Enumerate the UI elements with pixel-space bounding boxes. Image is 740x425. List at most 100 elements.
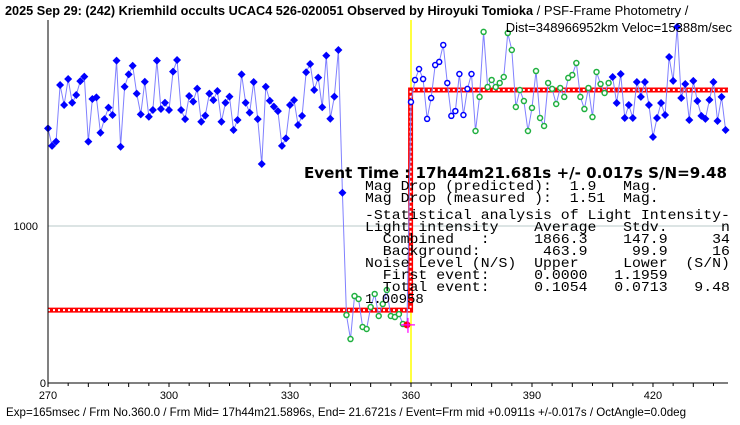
data-point <box>452 107 459 115</box>
data-point <box>334 45 343 54</box>
data-point <box>56 81 65 90</box>
data-point <box>72 91 81 100</box>
x-tick-label: 360 <box>402 390 420 402</box>
data-point <box>173 56 182 65</box>
y-tick-label: 1000 <box>14 221 38 233</box>
data-point <box>148 105 157 114</box>
data-point <box>269 102 278 111</box>
x-ticks <box>47 383 714 387</box>
data-point <box>468 70 475 78</box>
data-point <box>261 82 270 91</box>
data-point <box>636 92 645 101</box>
data-point <box>217 117 226 126</box>
stat-line: Mag Drop (predicted): 1.9 Mag. <box>365 179 659 195</box>
data-point <box>96 128 105 137</box>
data-point <box>411 76 419 84</box>
data-point <box>488 76 495 84</box>
data-point <box>233 116 242 125</box>
data-points <box>44 22 730 343</box>
data-point <box>322 51 331 60</box>
data-point <box>661 110 670 119</box>
data-point <box>314 73 323 82</box>
data-point <box>185 91 194 100</box>
data-point <box>476 93 483 101</box>
x-tick-label: 390 <box>523 390 541 402</box>
data-point <box>124 70 133 79</box>
data-point <box>241 98 250 107</box>
data-point <box>612 99 621 108</box>
data-point <box>665 53 674 62</box>
data-point <box>351 292 358 300</box>
data-point <box>605 79 612 87</box>
data-point <box>104 103 113 112</box>
data-point <box>628 113 637 122</box>
data-point <box>544 79 552 87</box>
stat-line: Mag Drop (measured ): 1.51 Mag. <box>365 191 659 207</box>
y-tick-label: 0 <box>40 378 46 390</box>
data-point <box>448 112 455 120</box>
data-point <box>516 86 524 94</box>
data-point <box>108 110 117 119</box>
data-point <box>201 111 210 120</box>
data-point <box>128 61 137 70</box>
data-point <box>120 82 129 91</box>
data-point <box>140 77 149 86</box>
event-crosshair <box>400 317 415 333</box>
data-point <box>528 104 536 112</box>
data-point <box>229 126 238 135</box>
data-point <box>532 67 540 75</box>
data-point <box>326 114 335 123</box>
data-point <box>92 93 101 102</box>
data-point <box>225 92 234 101</box>
fit-step-pattern <box>48 88 728 312</box>
data-point <box>64 75 73 84</box>
data-point <box>520 97 528 105</box>
data-point <box>569 71 576 79</box>
data-point <box>456 70 463 78</box>
data-point <box>616 70 625 79</box>
data-point <box>395 310 403 318</box>
data-point <box>540 122 548 130</box>
data-point <box>717 92 726 101</box>
statistics-block: Mag Drop (predicted): 1.9 Mag.Mag Drop (… <box>365 179 730 296</box>
data-point <box>415 65 423 73</box>
data-point <box>484 83 491 91</box>
data-point <box>512 103 520 111</box>
data-point <box>423 115 431 123</box>
stat-line: -Statistical analysis of Light Intensity… <box>365 208 730 224</box>
stat-line: Combined : 1866.3 147.9 34 <box>365 232 730 248</box>
data-point <box>285 100 294 109</box>
data-point <box>156 105 165 114</box>
data-point <box>536 114 544 122</box>
data-point <box>480 28 487 36</box>
data-point <box>681 80 690 89</box>
data-point <box>205 89 214 98</box>
data-point <box>136 110 145 119</box>
stat-line: Background: 463.9 99.9 16 <box>365 244 730 260</box>
data-point <box>427 94 435 102</box>
data-point <box>585 84 592 92</box>
stat-line: Noise Level (N/S) Upper Lower (S/N) <box>365 256 730 272</box>
stat-line: Light intensity Average Stdv. n <box>365 220 730 236</box>
data-point <box>68 98 77 107</box>
chart-title: 2025 Sep 29: (242) Kriemhild occults UCA… <box>5 3 689 18</box>
data-point <box>221 98 230 107</box>
data-point <box>253 115 262 124</box>
data-point <box>561 93 568 101</box>
data-point <box>556 84 564 92</box>
data-point <box>306 59 315 68</box>
x-tick-label: 330 <box>281 390 299 402</box>
data-point <box>60 100 69 109</box>
data-point <box>213 86 222 95</box>
data-point <box>249 78 258 87</box>
title-main: 2025 Sep 29: (242) Kriemhild occults UCA… <box>5 3 534 18</box>
stat-line: First event: 0.0000 1.1959 <box>365 268 668 284</box>
data-point <box>330 92 339 101</box>
data-point <box>648 132 657 141</box>
data-point <box>100 115 109 124</box>
data-point <box>548 85 556 93</box>
data-point <box>132 89 141 98</box>
data-point <box>608 72 617 81</box>
x-tick-label: 270 <box>39 390 57 402</box>
